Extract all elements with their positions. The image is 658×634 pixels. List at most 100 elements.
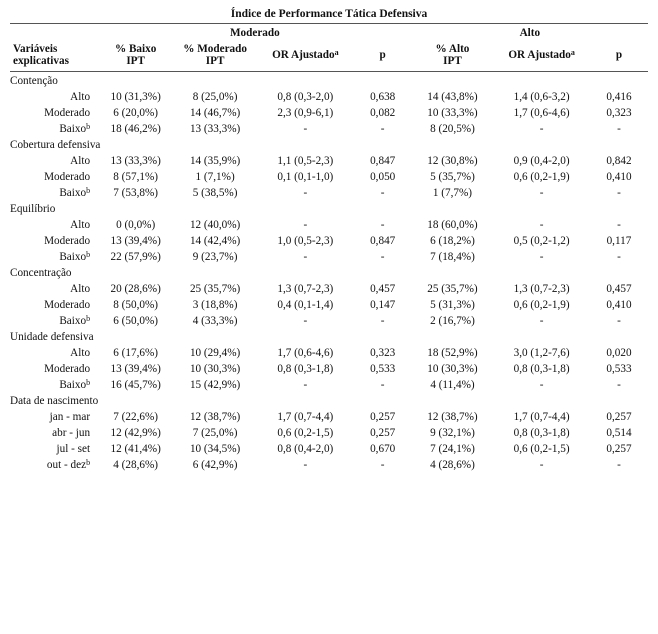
cell-pM: 0,147 xyxy=(354,297,412,313)
cell-baixo: 18 (46,2%) xyxy=(98,121,173,137)
col-baixo: % Baixo IPT xyxy=(98,41,173,70)
cell-baixo: 8 (57,1%) xyxy=(98,169,173,185)
section-header: Data de nascimento xyxy=(10,393,648,409)
column-header-row: Variáveis explicativas % Baixo IPT % Mod… xyxy=(10,41,648,70)
cell-alto: 9 (32,1%) xyxy=(412,425,494,441)
cell-orM: - xyxy=(257,377,354,393)
cell-pA: 0,257 xyxy=(590,409,648,425)
cell-alto: 6 (18,2%) xyxy=(412,233,494,249)
cell-moder: 4 (33,3%) xyxy=(173,313,257,329)
table-row: out - dezb4 (28,6%)6 (42,9%)--4 (28,6%)-… xyxy=(10,457,648,473)
cell-pA: - xyxy=(590,121,648,137)
cell-baixo: 13 (39,4%) xyxy=(98,233,173,249)
cell-alto: 10 (33,3%) xyxy=(412,105,494,121)
row-label: Alto xyxy=(10,217,98,233)
data-table: Moderado Alto Variáveis explicativas % B… xyxy=(10,25,648,473)
cell-moder: 13 (33,3%) xyxy=(173,121,257,137)
row-label-sup: b xyxy=(86,122,90,131)
table-row: jan - mar7 (22,6%)12 (38,7%)1,7 (0,7-4,4… xyxy=(10,409,648,425)
table-row: Moderado8 (57,1%)1 (7,1%)0,1 (0,1-1,0)0,… xyxy=(10,169,648,185)
cell-orA: - xyxy=(493,377,590,393)
table-row: Moderado13 (39,4%)14 (42,4%)1,0 (0,5-2,3… xyxy=(10,233,648,249)
cell-baixo: 0 (0,0%) xyxy=(98,217,173,233)
cell-orA: 0,8 (0,3-1,8) xyxy=(493,361,590,377)
cell-pA: 0,410 xyxy=(590,169,648,185)
cell-baixo: 13 (39,4%) xyxy=(98,361,173,377)
cell-moder: 9 (23,7%) xyxy=(173,249,257,265)
table-row: Alto0 (0,0%)12 (40,0%)--18 (60,0%)-- xyxy=(10,217,648,233)
row-label: abr - jun xyxy=(10,425,98,441)
cell-orA: 0,8 (0,3-1,8) xyxy=(493,425,590,441)
section-name: Contenção xyxy=(10,73,648,89)
cell-pA: 0,416 xyxy=(590,89,648,105)
cell-moder: 10 (34,5%) xyxy=(173,441,257,457)
cell-pA: - xyxy=(590,249,648,265)
row-label: out - dezb xyxy=(10,457,98,473)
cell-orA: 0,9 (0,4-2,0) xyxy=(493,153,590,169)
cell-orA: 3,0 (1,2-7,6) xyxy=(493,345,590,361)
cell-moder: 7 (25,0%) xyxy=(173,425,257,441)
table-row: Alto20 (28,6%)25 (35,7%)1,3 (0,7-2,3)0,4… xyxy=(10,281,648,297)
cell-pA: 0,410 xyxy=(590,297,648,313)
cell-pA: - xyxy=(590,217,648,233)
cell-pM: 0,638 xyxy=(354,89,412,105)
cell-orM: - xyxy=(257,249,354,265)
section-name: Cobertura defensiva xyxy=(10,137,648,153)
row-label: Baixob xyxy=(10,121,98,137)
row-label-sup: b xyxy=(86,186,90,195)
cell-moder: 1 (7,1%) xyxy=(173,169,257,185)
cell-orM: 1,1 (0,5-2,3) xyxy=(257,153,354,169)
row-label-sup: b xyxy=(86,378,90,387)
row-label-sup: b xyxy=(86,314,90,323)
cell-pM: 0,050 xyxy=(354,169,412,185)
cell-orM: 2,3 (0,9-6,1) xyxy=(257,105,354,121)
cell-moder: 14 (35,9%) xyxy=(173,153,257,169)
cell-orM: 0,8 (0,4-2,0) xyxy=(257,441,354,457)
table-row: Alto10 (31,3%)8 (25,0%)0,8 (0,3-2,0)0,63… xyxy=(10,89,648,105)
cell-moder: 12 (38,7%) xyxy=(173,409,257,425)
cell-pM: 0,847 xyxy=(354,153,412,169)
cell-orA: 1,3 (0,7-2,3) xyxy=(493,281,590,297)
cell-pM: - xyxy=(354,457,412,473)
row-label: jul - set xyxy=(10,441,98,457)
cell-baixo: 6 (50,0%) xyxy=(98,313,173,329)
col-p-m: p xyxy=(354,41,412,70)
row-label: Alto xyxy=(10,281,98,297)
cell-baixo: 4 (28,6%) xyxy=(98,457,173,473)
cell-moder: 10 (29,4%) xyxy=(173,345,257,361)
table-row: Moderado13 (39,4%)10 (30,3%)0,8 (0,3-1,8… xyxy=(10,361,648,377)
table-row: jul - set12 (41,4%)10 (34,5%)0,8 (0,4-2,… xyxy=(10,441,648,457)
cell-pA: - xyxy=(590,185,648,201)
cell-pA: 0,842 xyxy=(590,153,648,169)
col-moder: % Moderado IPT xyxy=(173,41,257,70)
row-label: Baixob xyxy=(10,185,98,201)
cell-pM: 0,257 xyxy=(354,425,412,441)
group-header-row: Moderado Alto xyxy=(10,25,648,41)
cell-pM: - xyxy=(354,249,412,265)
group-moderado: Moderado xyxy=(98,25,412,41)
row-label: Baixob xyxy=(10,249,98,265)
cell-pM: 0,457 xyxy=(354,281,412,297)
cell-baixo: 20 (28,6%) xyxy=(98,281,173,297)
cell-baixo: 13 (33,3%) xyxy=(98,153,173,169)
cell-moder: 8 (25,0%) xyxy=(173,89,257,105)
row-label: Moderado xyxy=(10,105,98,121)
cell-orM: 0,8 (0,3-2,0) xyxy=(257,89,354,105)
col-var: Variáveis explicativas xyxy=(10,41,98,70)
cell-pM: 0,533 xyxy=(354,361,412,377)
cell-alto: 12 (30,8%) xyxy=(412,153,494,169)
cell-orM: 1,7 (0,7-4,4) xyxy=(257,409,354,425)
row-label-sup: b xyxy=(86,250,90,259)
section-header: Unidade defensiva xyxy=(10,329,648,345)
section-name: Concentração xyxy=(10,265,648,281)
row-label-sup: b xyxy=(86,458,90,467)
section-name: Unidade defensiva xyxy=(10,329,648,345)
cell-alto: 8 (20,5%) xyxy=(412,121,494,137)
table-row: Moderado6 (20,0%)14 (46,7%)2,3 (0,9-6,1)… xyxy=(10,105,648,121)
cell-pA: 0,533 xyxy=(590,361,648,377)
cell-orA: - xyxy=(493,249,590,265)
cell-orA: - xyxy=(493,121,590,137)
cell-orA: - xyxy=(493,217,590,233)
section-header: Concentração xyxy=(10,265,648,281)
cell-orA: 0,5 (0,2-1,2) xyxy=(493,233,590,249)
